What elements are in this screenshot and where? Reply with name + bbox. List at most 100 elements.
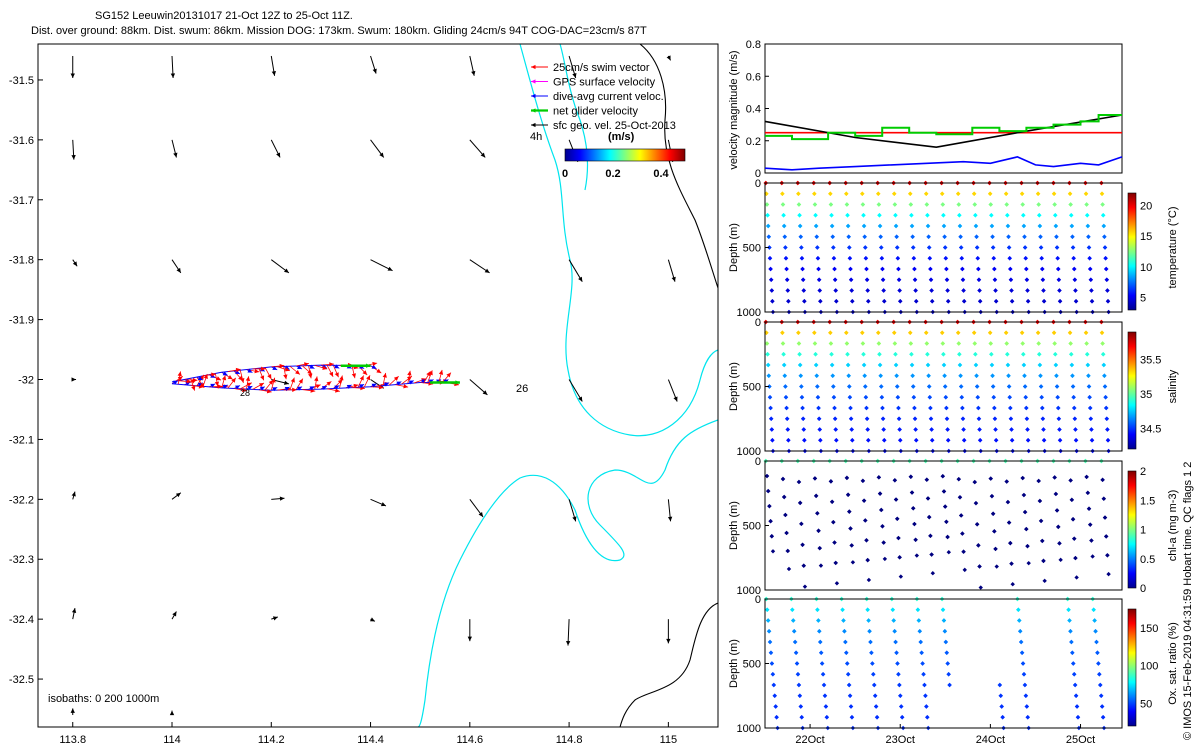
section-point — [784, 405, 789, 411]
section-point — [974, 522, 980, 527]
section-point — [895, 516, 900, 521]
section-point — [765, 223, 771, 229]
section-point — [1089, 427, 1094, 432]
sfc-vector-arrow — [667, 259, 676, 282]
section-point — [785, 548, 790, 554]
swim-vector-arrow — [345, 383, 359, 389]
section-point — [1035, 191, 1041, 196]
section-point — [768, 519, 773, 524]
section-point — [764, 330, 769, 335]
section-point — [1088, 416, 1094, 421]
section-point — [908, 202, 914, 207]
section-point — [1056, 524, 1061, 530]
section-point — [926, 373, 931, 378]
section-point — [895, 661, 900, 666]
section-point — [999, 704, 1004, 709]
swim-vector-arrow — [252, 382, 265, 390]
section-point — [1073, 438, 1079, 443]
section-colorbar — [1127, 331, 1137, 450]
section-point — [1023, 395, 1028, 400]
section-point — [940, 341, 945, 346]
section-point — [1037, 223, 1043, 229]
section-point — [942, 245, 948, 250]
swim-vector-arrow — [295, 378, 304, 390]
section-point — [877, 213, 882, 218]
section-point — [1066, 607, 1071, 612]
section-point — [961, 288, 966, 293]
section-point — [1041, 288, 1046, 293]
section-point — [863, 518, 868, 523]
dac-vector-arrow — [345, 384, 352, 389]
section-point — [1056, 405, 1061, 411]
section-point — [971, 330, 977, 335]
section-point — [878, 234, 883, 239]
velocity-series-3 — [765, 114, 1122, 141]
swim-vector-arrow — [178, 379, 192, 384]
section-point — [1022, 234, 1027, 239]
section-point — [1094, 639, 1099, 645]
section-point — [1073, 299, 1079, 304]
section-point — [1069, 213, 1074, 218]
section-point — [976, 543, 981, 548]
section-point — [1037, 362, 1043, 368]
section-point — [864, 405, 869, 411]
section-point — [824, 715, 830, 720]
section-point — [896, 416, 902, 421]
colorbar-tick-label: 0.4 — [653, 168, 669, 180]
section-point — [960, 405, 965, 411]
section-colorbar — [1127, 470, 1137, 589]
section-point — [1056, 277, 1062, 282]
section-point — [945, 661, 950, 666]
section-point — [1009, 288, 1014, 293]
section-point — [975, 256, 980, 261]
swim-vector-arrow — [320, 362, 334, 367]
swim-vector-arrow — [388, 375, 399, 386]
section-point — [927, 395, 933, 400]
section-point — [955, 191, 961, 196]
section-point — [800, 542, 805, 547]
section-point — [898, 574, 904, 579]
section-point — [1009, 299, 1015, 304]
section-point — [1052, 202, 1057, 207]
section-point — [1068, 341, 1073, 346]
map-xtick-label: 114.2 — [258, 734, 285, 746]
section-point — [1003, 191, 1009, 196]
colorbar-tick-label: 34.5 — [1140, 423, 1161, 435]
swim-vector-arrow — [407, 370, 412, 384]
isobath-200m — [619, 602, 718, 727]
section-point — [1008, 416, 1014, 421]
section-point — [927, 245, 932, 250]
section-point — [944, 519, 949, 525]
sfc-vector-arrow — [469, 139, 486, 158]
section-point — [832, 405, 837, 411]
section-point — [767, 639, 773, 645]
section-point — [1100, 341, 1105, 346]
colorbar-tick-label: 35.5 — [1140, 355, 1161, 367]
colorbar-tick-label: 5 — [1140, 293, 1146, 305]
map-xtick-label: 114.4 — [357, 734, 384, 746]
section-point — [1020, 341, 1025, 346]
section-point — [1069, 497, 1075, 503]
section-point — [1089, 438, 1095, 443]
section-point — [780, 330, 785, 335]
section-point — [1105, 553, 1110, 558]
section-point — [849, 543, 854, 548]
section-ytick-label: 1000 — [737, 585, 761, 597]
section-point — [802, 299, 807, 304]
section-point — [943, 639, 949, 645]
section-point — [913, 537, 918, 542]
section-point — [1085, 352, 1090, 357]
section-point — [850, 299, 855, 304]
section-point — [863, 395, 869, 400]
section-point — [828, 191, 833, 196]
section-point — [892, 341, 898, 346]
section-point — [1083, 191, 1089, 196]
section-point — [849, 427, 854, 432]
section-point — [1100, 477, 1105, 483]
section-point — [1071, 256, 1076, 261]
section-point — [976, 416, 982, 421]
colorbar-tick-label: 15 — [1140, 231, 1152, 243]
swim-vector-arrow — [277, 366, 290, 372]
section-point — [1040, 266, 1045, 272]
section-point — [925, 715, 930, 720]
